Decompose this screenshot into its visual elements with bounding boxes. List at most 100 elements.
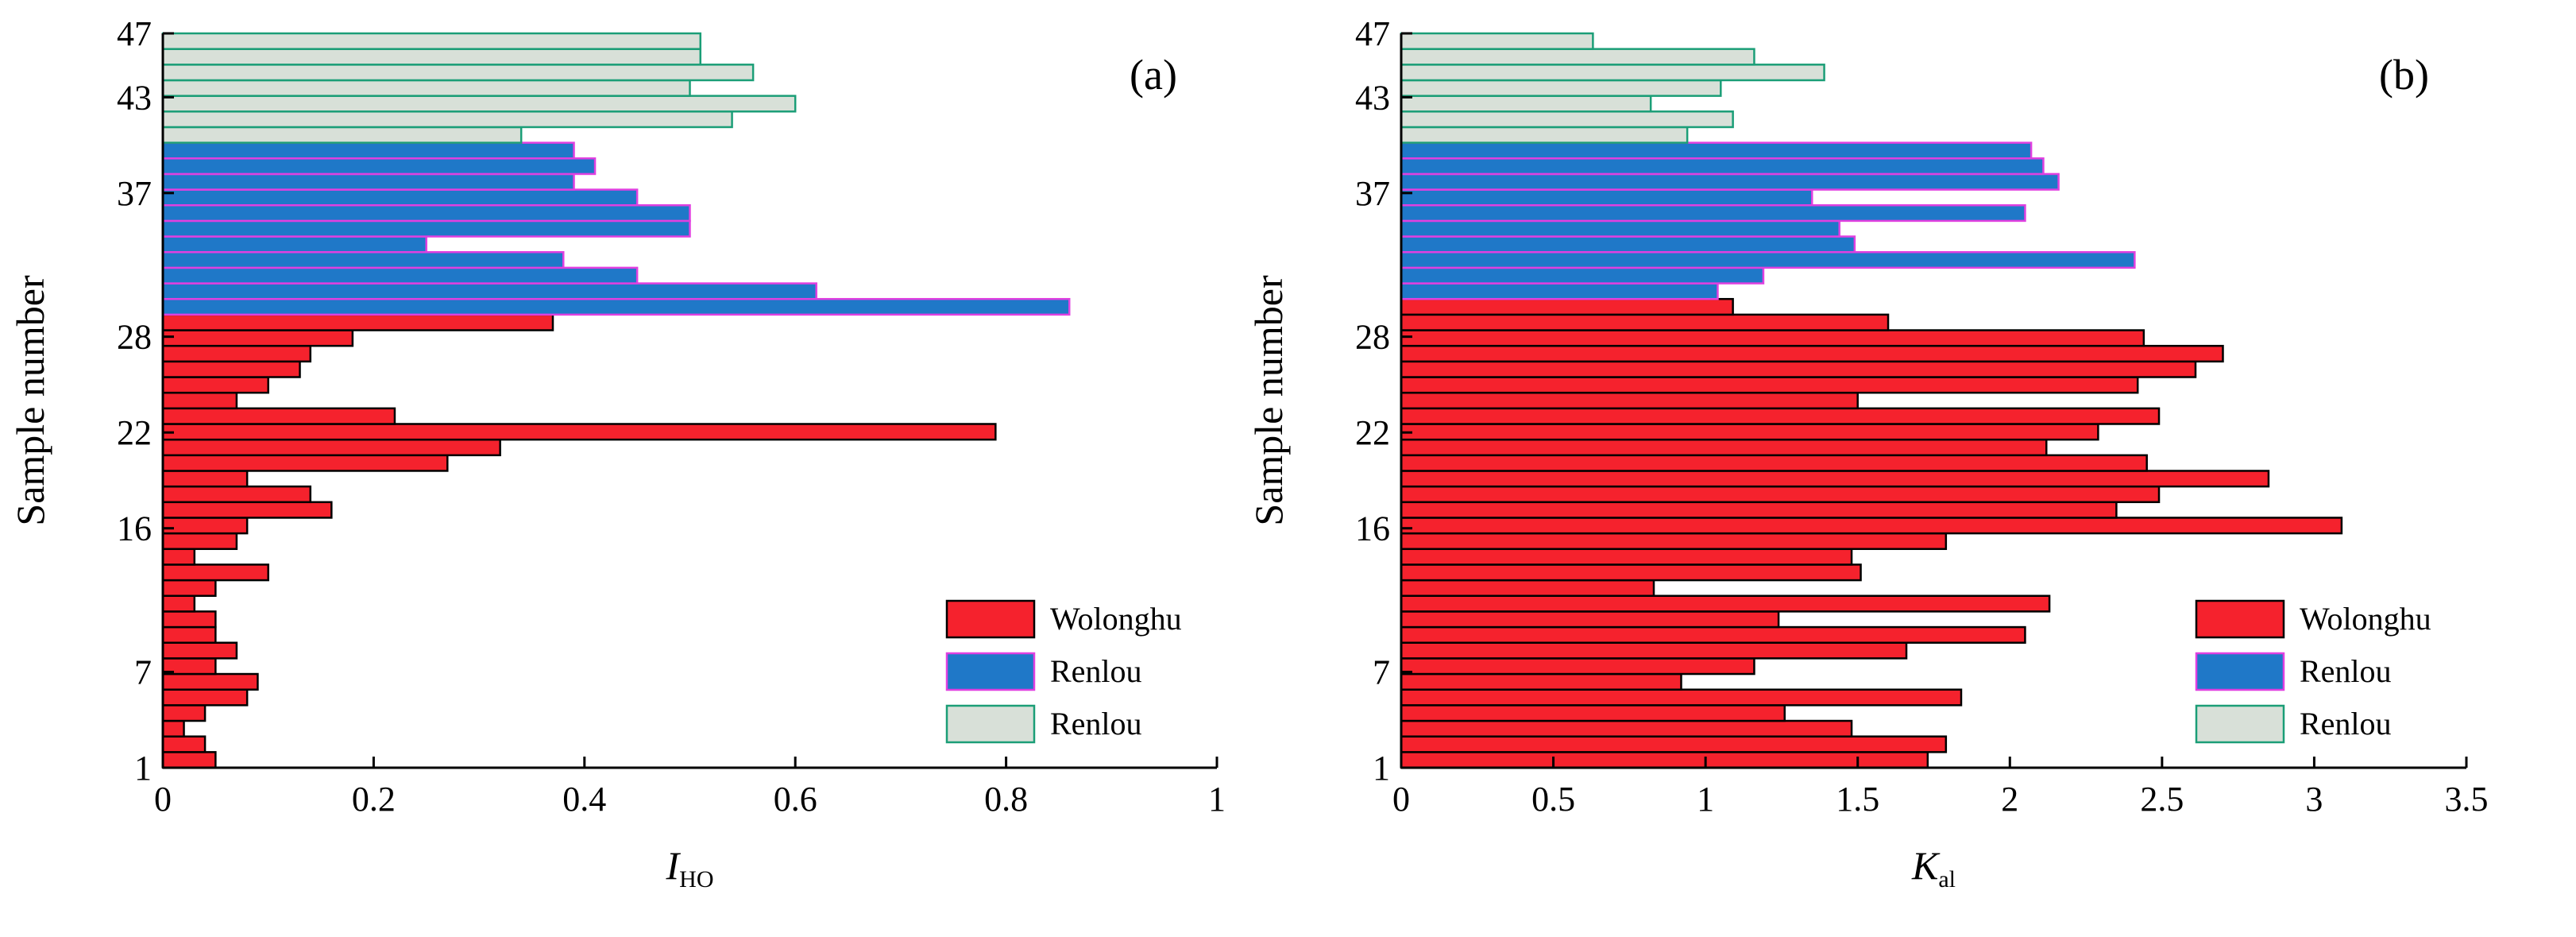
- bar-sample-9: [161, 625, 217, 644]
- bar-sample-4: [1400, 704, 1786, 722]
- legend-label: Renlou: [1050, 706, 1142, 741]
- bar-sample-46: [1400, 48, 1755, 66]
- bar-sample-44: [161, 79, 691, 97]
- legend-swatch: [945, 652, 1036, 691]
- x-ticks-a: 0 0.2 0.4 0.6 0.8 1: [154, 757, 1226, 819]
- y-axis-title-a: Sample number: [8, 275, 52, 526]
- bar-sample-2: [161, 735, 207, 753]
- y-tick-label: 43: [117, 78, 152, 117]
- bar-sample-38: [1400, 172, 2060, 191]
- bar-sample-36: [161, 204, 691, 223]
- bar-sample-47: [161, 32, 702, 50]
- bar-sample-20: [1400, 454, 2148, 472]
- bar-sample-30: [1400, 297, 1734, 316]
- x-tick-label: 0.6: [774, 780, 817, 819]
- legend-swatch: [945, 599, 1036, 639]
- bar-sample-3: [161, 719, 185, 738]
- bar-sample-28: [161, 329, 354, 347]
- bar-sample-1: [161, 751, 217, 769]
- bar-sample-11: [161, 594, 196, 613]
- bar-sample-21: [1400, 438, 2048, 457]
- bar-sample-34: [161, 235, 427, 254]
- bar-sample-5: [161, 688, 249, 707]
- legend-swatch: [2195, 652, 2285, 691]
- x-tick-label: 2.5: [2140, 780, 2184, 819]
- x-ticks-b: 0 0.5 1 1.5 2 2.5 3 3.5: [1392, 757, 2489, 819]
- bar-sample-25: [161, 376, 269, 394]
- x-axis-var-b: K: [1911, 843, 1941, 888]
- legend-label: Renlou: [2300, 653, 2392, 689]
- bar-sample-33: [1400, 250, 2136, 269]
- x-tick-label: 0.8: [984, 780, 1028, 819]
- bar-sample-28: [1400, 329, 2145, 347]
- bar-sample-27: [1400, 344, 2224, 363]
- y-tick-label: 43: [1355, 78, 1390, 117]
- y-tick-label: 47: [1355, 14, 1390, 53]
- bar-sample-46: [161, 48, 702, 66]
- legend-label: Wolonghu: [2300, 601, 2431, 637]
- bar-sample-17: [1400, 501, 2118, 519]
- bar-sample-8: [1400, 641, 1908, 660]
- bar-sample-31: [161, 282, 817, 300]
- bar-sample-42: [161, 110, 733, 129]
- x-tick-label: 3.5: [2445, 780, 2489, 819]
- bar-sample-32: [1400, 266, 1765, 285]
- x-tick-label: 2: [2001, 780, 2018, 819]
- bar-sample-16: [161, 517, 249, 535]
- x-axis-var-a: I: [666, 843, 682, 888]
- bar-sample-37: [1400, 188, 1813, 207]
- bar-sample-39: [161, 157, 597, 176]
- panel-a: 0 0.2 0.4 0.6 0.8 1 1 7 16 22 28 37 43 47 Sample num…: [8, 14, 1226, 892]
- bar-sample-24: [161, 391, 238, 410]
- y-tick-label: 7: [134, 652, 152, 691]
- y-tick-label: 28: [117, 318, 152, 357]
- bar-sample-41: [1400, 126, 1689, 144]
- y-tick-label: 7: [1373, 652, 1390, 691]
- legend-a: Wolonghu Renlou Renlou: [945, 599, 1182, 744]
- y-ticks-b: 1 7 16 22 28 37 43 47: [1355, 14, 1412, 788]
- y-ticks-a: 1 7 16 22 28 37 43 47: [117, 14, 174, 788]
- bar-sample-39: [1400, 157, 2045, 176]
- bar-sample-10: [161, 610, 217, 629]
- y-tick-label: 47: [117, 14, 152, 53]
- x-axis-sub-a: HO: [679, 866, 713, 892]
- y-tick-label: 1: [134, 749, 152, 788]
- bar-sample-37: [161, 188, 639, 207]
- x-tick-label: 1: [1208, 780, 1226, 819]
- x-tick-label: 1.5: [1836, 780, 1879, 819]
- panel-b: 0 0.5 1 1.5 2 2.5 3 3.5 1 7 16 22 28 37 43 47 Sample n…: [1246, 14, 2489, 892]
- legend-swatch: [2195, 704, 2285, 744]
- bar-sample-1: [1400, 751, 1929, 769]
- bar-sample-45: [161, 64, 755, 82]
- bar-sample-9: [1400, 625, 2026, 644]
- x-tick-label: 0: [154, 780, 172, 819]
- bar-sample-36: [1400, 204, 2026, 223]
- x-tick-label: 0: [1392, 780, 1410, 819]
- y-tick-label: 37: [117, 174, 152, 213]
- y-tick-label: 28: [1355, 318, 1390, 357]
- bar-sample-19: [161, 470, 249, 488]
- bar-sample-33: [161, 250, 565, 269]
- bar-sample-11: [1400, 594, 2051, 613]
- x-tick-label: 3: [2305, 780, 2323, 819]
- bar-sample-19: [1400, 470, 2270, 488]
- bar-sample-34: [1400, 235, 1856, 254]
- bar-sample-29: [1400, 313, 1890, 331]
- bar-sample-12: [1400, 579, 1655, 597]
- bar-sample-23: [1400, 407, 2161, 425]
- legend-label: Renlou: [2300, 706, 2392, 741]
- bar-sample-13: [161, 563, 269, 582]
- bar-sample-15: [161, 532, 238, 551]
- y-tick-label: 16: [1355, 509, 1390, 548]
- y-tick-label: 37: [1355, 174, 1390, 213]
- legend-label: Wolonghu: [1050, 601, 1182, 637]
- bar-sample-32: [161, 266, 639, 285]
- bar-sample-31: [1400, 282, 1719, 300]
- bar-sample-30: [161, 297, 1071, 316]
- bar-sample-27: [161, 344, 312, 363]
- y-tick-label: 16: [117, 509, 152, 548]
- bar-sample-29: [161, 313, 554, 331]
- bar-sample-16: [1400, 517, 2343, 535]
- bar-sample-22: [161, 423, 997, 441]
- bar-sample-6: [1400, 672, 1682, 691]
